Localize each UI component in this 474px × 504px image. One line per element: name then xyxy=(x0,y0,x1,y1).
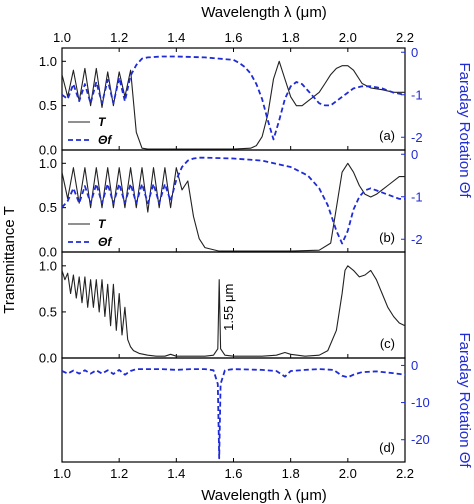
bottom-x-tick-label: 1.2 xyxy=(110,466,128,481)
right-y-tick-label: -20 xyxy=(411,432,430,447)
top-x-tick-label: 1.0 xyxy=(53,30,71,45)
right-y-tick-label: -10 xyxy=(411,395,430,410)
right-y-tick-label: -2 xyxy=(411,130,423,145)
left-y-tick-label: 1.0 xyxy=(39,156,57,171)
series-line-T xyxy=(62,265,405,357)
top-x-axis-title: Wavelength λ (μm) xyxy=(201,4,327,21)
right-y-axis-title-lower: Faraday Rotation Θf xyxy=(456,332,473,468)
legend-label-T: T xyxy=(98,217,107,231)
peak-annotation: 1.55 μm xyxy=(221,284,236,331)
top-x-tick-label: 2.2 xyxy=(396,30,414,45)
panel-label: (c) xyxy=(380,336,395,351)
bottom-x-tick-label: 1.0 xyxy=(53,466,71,481)
top-x-tick-label: 1.8 xyxy=(282,30,300,45)
left-y-tick-label: 0.5 xyxy=(39,200,57,215)
right-y-axis-title-upper: Faraday Rotation Θf xyxy=(456,62,473,198)
series-line-T xyxy=(62,60,405,150)
right-y-tick-label: -1 xyxy=(411,189,423,204)
panel-label: (b) xyxy=(379,230,395,245)
right-y-tick-label: 0 xyxy=(411,147,418,162)
bottom-x-axis-title: Wavelength λ (μm) xyxy=(201,487,327,504)
chart-overlay: Wavelength λ (μm) Wavelength λ (μm) Tran… xyxy=(1,4,473,504)
panel-c: 0.0 0.5 1.0 (c) 1.55 μm xyxy=(39,251,406,366)
top-x-tick-label: 2.0 xyxy=(339,30,357,45)
bottom-x-tick-label: 1.4 xyxy=(167,466,185,481)
left-y-tick-label: 1.0 xyxy=(39,258,57,273)
series-line-theta xyxy=(62,368,405,460)
bottom-x-tick-label: 1.8 xyxy=(282,466,300,481)
top-x-tick-label: 1.4 xyxy=(167,30,185,45)
left-y-tick-label: 0.0 xyxy=(39,245,57,260)
panel-d: 0 -10 -20 (d) xyxy=(61,357,430,463)
left-y-tick-label: 1.0 xyxy=(39,54,57,69)
chart-panels: 1.0 1.2 1.4 1.6 1.8 2.0 2.2 1.0 1.2 1.4 1.6 1.8 2.0 2… xyxy=(39,30,430,481)
legend-label-theta: Θf xyxy=(98,133,112,147)
left-y-axis-title: Transmittance T xyxy=(1,206,18,314)
series-line-theta xyxy=(62,156,405,245)
right-y-tick-label: -2 xyxy=(411,232,423,247)
series-line-theta xyxy=(62,55,405,141)
right-y-tick-label: 0 xyxy=(411,358,418,373)
panel-b: 0.0 0.5 1.0 0 -1 -2 T Θf (b) xyxy=(39,147,423,260)
legend-label-T: T xyxy=(98,115,107,129)
bottom-x-tick-label: 2.2 xyxy=(396,466,414,481)
left-y-tick-label: 0.0 xyxy=(39,143,57,158)
left-y-tick-label: 0.5 xyxy=(39,98,57,113)
panel-frame xyxy=(61,47,406,151)
legend-label-theta: Θf xyxy=(98,235,112,249)
left-y-tick-label: 0.5 xyxy=(39,304,57,319)
series-line-T xyxy=(62,162,405,252)
panel-label: (d) xyxy=(379,440,395,455)
right-y-tick-label: -1 xyxy=(411,87,423,102)
right-y-tick-label: 0 xyxy=(411,45,418,60)
top-x-tick-label: 1.6 xyxy=(224,30,242,45)
left-y-tick-label: 0.0 xyxy=(39,351,57,366)
panel-a: 0.0 0.5 1.0 0 -1 -2 T Θf (a) xyxy=(39,45,423,158)
bottom-x-tick-label: 2.0 xyxy=(339,466,357,481)
panel-label: (a) xyxy=(379,128,395,143)
bottom-x-tick-label: 1.6 xyxy=(224,466,242,481)
top-x-tick-label: 1.2 xyxy=(110,30,128,45)
